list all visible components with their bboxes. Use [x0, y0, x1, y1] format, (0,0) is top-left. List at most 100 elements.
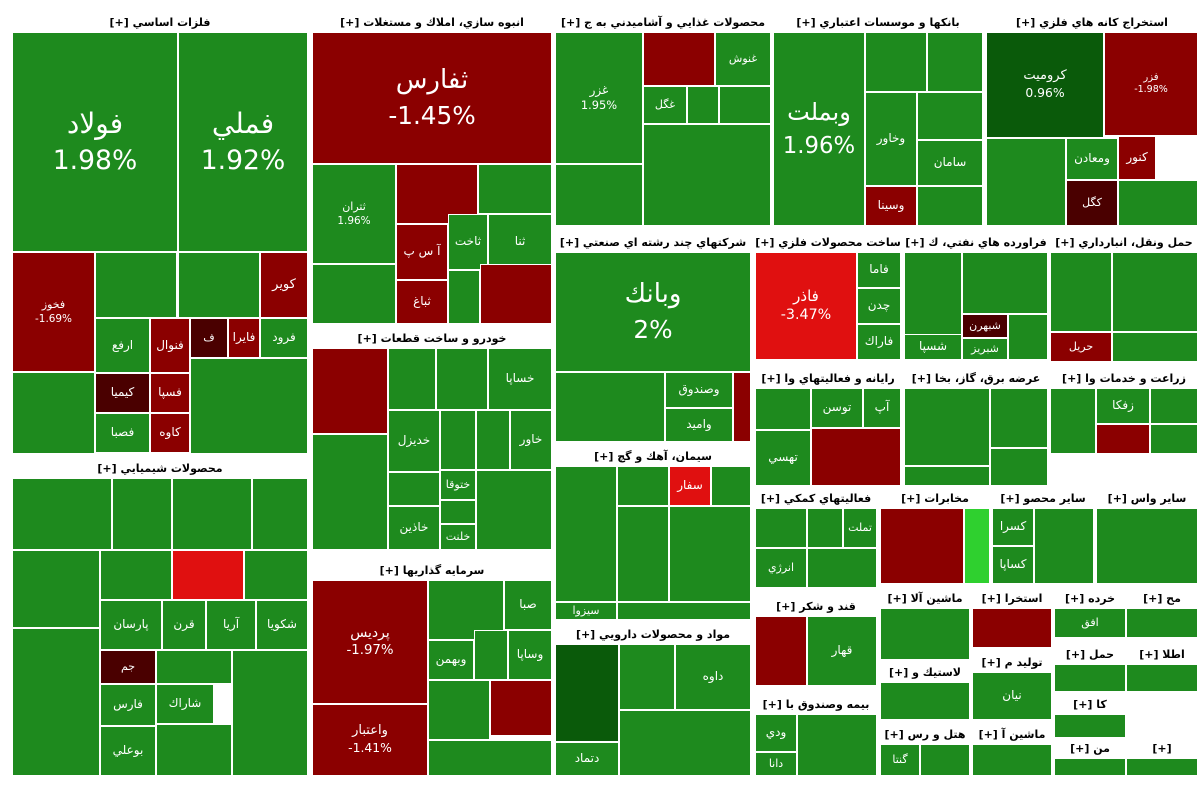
- stock-tile[interactable]: چدن: [857, 288, 901, 324]
- stock-tile[interactable]: وخاور: [865, 92, 917, 186]
- minor-stock-tile[interactable]: [917, 186, 983, 226]
- minor-stock-tile[interactable]: [1034, 508, 1094, 584]
- stock-tile[interactable]: قرن: [162, 600, 206, 650]
- minor-stock-tile[interactable]: [474, 630, 508, 680]
- minor-stock-tile[interactable]: [617, 602, 751, 620]
- stock-tile[interactable]: ثتران 1.96%: [312, 164, 396, 264]
- minor-stock-tile[interactable]: [811, 428, 901, 486]
- stock-tile[interactable]: تملت: [843, 508, 877, 548]
- minor-stock-tile[interactable]: [880, 508, 964, 584]
- stock-tile[interactable]: وصندوق: [665, 372, 733, 408]
- sector-header[interactable]: هتل و رس [+]: [880, 726, 970, 744]
- sector-header[interactable]: توليد م [+]: [972, 654, 1052, 672]
- minor-stock-tile[interactable]: [555, 372, 665, 442]
- sector-header[interactable]: بانكها و موسسات اعتباري [+]: [773, 14, 983, 32]
- stock-tile[interactable]: ثباغ: [396, 280, 448, 324]
- sector-header[interactable]: حمل [+]: [1054, 646, 1126, 664]
- stock-tile[interactable]: دانا: [755, 752, 797, 776]
- stock-tile[interactable]: پرديس -1.97%: [312, 580, 428, 704]
- stock-tile[interactable]: دتماد: [555, 742, 619, 776]
- sector-header[interactable]: فراورده هاي نفتي، ك [+]: [904, 234, 1048, 252]
- minor-stock-tile[interactable]: [865, 32, 927, 92]
- minor-stock-tile[interactable]: [990, 448, 1048, 486]
- stock-tile[interactable]: فزر -1.98%: [1104, 32, 1198, 136]
- minor-stock-tile[interactable]: [1096, 424, 1150, 454]
- minor-stock-tile[interactable]: [711, 466, 751, 506]
- minor-stock-tile[interactable]: [1050, 252, 1112, 332]
- minor-stock-tile[interactable]: [643, 124, 771, 226]
- minor-stock-tile[interactable]: [448, 270, 480, 324]
- stock-tile[interactable]: ختوقا: [440, 470, 476, 500]
- sector-header[interactable]: محصولات غذايي و آشاميدني به ج [+]: [555, 14, 771, 32]
- minor-stock-tile[interactable]: [388, 348, 436, 410]
- minor-stock-tile[interactable]: [733, 372, 751, 442]
- sector-header[interactable]: انبوه سازي، املاك و مستغلات [+]: [312, 14, 552, 32]
- minor-stock-tile[interactable]: [436, 348, 488, 410]
- sector-header[interactable]: ماشين آ [+]: [972, 726, 1052, 744]
- minor-stock-tile[interactable]: [428, 740, 552, 776]
- stock-tile[interactable]: كاوه: [150, 413, 190, 453]
- stock-tile[interactable]: ثاخت: [448, 214, 488, 270]
- sector-header[interactable]: مح [+]: [1126, 590, 1198, 608]
- minor-stock-tile[interactable]: [555, 466, 617, 602]
- minor-stock-tile[interactable]: [12, 372, 95, 454]
- minor-stock-tile[interactable]: [962, 252, 1048, 314]
- stock-tile[interactable]: ومعادن: [1066, 138, 1118, 180]
- stock-tile[interactable]: داوه: [675, 644, 751, 710]
- minor-stock-tile[interactable]: [396, 164, 478, 224]
- minor-stock-tile[interactable]: [619, 644, 675, 710]
- stock-tile[interactable]: فاذر -3.47%: [755, 252, 857, 360]
- minor-stock-tile[interactable]: [880, 682, 970, 720]
- minor-stock-tile[interactable]: [920, 744, 970, 776]
- minor-stock-tile[interactable]: [156, 724, 232, 776]
- minor-stock-tile[interactable]: [12, 550, 100, 628]
- minor-stock-tile[interactable]: [252, 478, 308, 550]
- sector-header[interactable]: ساير محصو [+]: [992, 490, 1094, 508]
- stock-tile[interactable]: كساپا: [992, 546, 1034, 584]
- minor-stock-tile[interactable]: [1112, 252, 1198, 332]
- stock-tile[interactable]: بوعلي: [100, 726, 156, 776]
- minor-stock-tile[interactable]: [755, 388, 811, 430]
- stock-tile[interactable]: وبملت 1.96%: [773, 32, 865, 226]
- sector-header[interactable]: بيمه وصندوق با [+]: [755, 696, 877, 714]
- minor-stock-tile[interactable]: [156, 650, 232, 684]
- minor-stock-tile[interactable]: [1126, 664, 1198, 692]
- minor-stock-tile[interactable]: [172, 550, 244, 600]
- stock-tile[interactable]: شاراك: [156, 684, 214, 724]
- minor-stock-tile[interactable]: [312, 348, 388, 434]
- sector-header[interactable]: استخرا [+]: [972, 590, 1052, 608]
- sector-header[interactable]: رايانه و فعاليتهاي وا [+]: [755, 370, 901, 388]
- stock-tile[interactable]: شكويا: [256, 600, 308, 650]
- stock-tile[interactable]: كروميت 0.96%: [986, 32, 1104, 138]
- minor-stock-tile[interactable]: [312, 264, 396, 324]
- minor-stock-tile[interactable]: [617, 466, 669, 506]
- stock-tile[interactable]: واعتبار -1.41%: [312, 704, 428, 776]
- sector-header[interactable]: خودرو و ساخت قطعات [+]: [312, 330, 552, 348]
- stock-tile[interactable]: خاذين: [388, 506, 440, 550]
- stock-tile[interactable]: وسينا: [865, 186, 917, 226]
- stock-tile[interactable]: غنوش: [715, 32, 771, 86]
- minor-stock-tile[interactable]: [440, 410, 476, 470]
- sector-header[interactable]: قند و شكر [+]: [755, 598, 877, 616]
- stock-tile[interactable]: سفار: [669, 466, 711, 506]
- sector-header[interactable]: شركتهاي چند رشته اي صنعتي [+]: [555, 234, 751, 252]
- minor-stock-tile[interactable]: [1096, 508, 1198, 584]
- stock-tile[interactable]: نيان: [972, 672, 1052, 720]
- stock-tile[interactable]: فارس: [100, 684, 156, 726]
- minor-stock-tile[interactable]: [643, 32, 715, 86]
- stock-tile[interactable]: پارسان: [100, 600, 162, 650]
- stock-tile[interactable]: صبا: [504, 580, 552, 630]
- stock-tile[interactable]: شسپا: [904, 334, 962, 360]
- sector-header[interactable]: [+]: [1126, 740, 1198, 758]
- minor-stock-tile[interactable]: [100, 550, 172, 600]
- minor-stock-tile[interactable]: [1150, 388, 1198, 424]
- stock-tile[interactable]: فملي 1.92%: [178, 32, 308, 252]
- stock-tile[interactable]: فخوز -1.69%: [12, 252, 95, 372]
- sector-header[interactable]: فعاليتهاي كمكي [+]: [755, 490, 877, 508]
- minor-stock-tile[interactable]: [1126, 758, 1198, 776]
- stock-tile[interactable]: انرژي: [755, 548, 807, 588]
- stock-tile[interactable]: فاراك: [857, 324, 901, 360]
- stock-tile[interactable]: زفكا: [1096, 388, 1150, 424]
- stock-tile[interactable]: ارفع: [95, 318, 150, 373]
- stock-tile[interactable]: ثفارس -1.45%: [312, 32, 552, 164]
